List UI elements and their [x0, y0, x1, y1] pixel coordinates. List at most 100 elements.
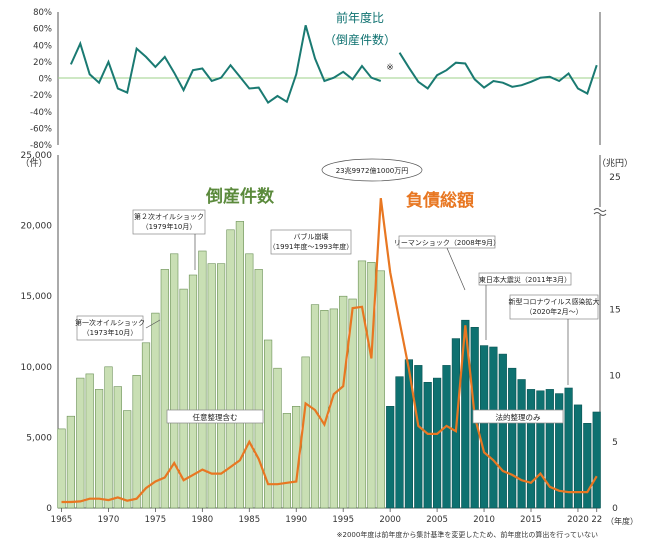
svg-text:（2020年2月～）: （2020年2月～） — [525, 307, 582, 316]
y-unit-label: （件） — [20, 157, 47, 169]
x-tick-label: 1975 — [145, 515, 167, 525]
bar-voluntary — [367, 261, 376, 509]
y-tick-label: 5,000 — [26, 433, 52, 443]
x-tick-label: 2000 — [379, 515, 401, 525]
yoy-y-tick-label: 20% — [33, 58, 52, 68]
svg-text:任意整理含む: 任意整理含む — [193, 412, 238, 422]
annotation-bubble: バブル崩壊 （1991年度～1993年度） — [269, 229, 353, 255]
bar-voluntary — [235, 221, 245, 509]
x-ticks: 1965 1970 1975 1980 1985 1990 1995 2000 2005 2010… — [51, 508, 602, 525]
bar-voluntary — [179, 288, 188, 509]
bar-voluntary — [376, 270, 385, 509]
main-y-ticks: 0 5,000 10,000 15,000 20,000 25,000 — [21, 151, 53, 514]
yoy-title: 前年度比 — [336, 10, 384, 25]
annotation-oil-shock-1: 第一次オイルショック （1973年10月） — [75, 315, 161, 341]
debt-series-line — [61, 198, 598, 504]
count-title: 倒産件数 — [205, 186, 275, 207]
bar-voluntary — [320, 309, 329, 509]
y-tick-label: 10,000 — [21, 363, 53, 373]
yoy-y-tick-label: -80% — [30, 141, 52, 151]
yoy-y-tick-label: 0% — [39, 75, 53, 85]
yoy-y-tick-label: -20% — [30, 91, 52, 101]
yoy-y-tick-label: 80% — [33, 8, 52, 18]
x-tick-label: 1995 — [332, 515, 354, 525]
bar-legal — [414, 365, 423, 509]
bar-legal — [526, 389, 536, 509]
yoy-subtitle: （倒産件数） — [324, 32, 396, 47]
annotation-voluntary: 任意整理含む — [166, 409, 264, 424]
yoy-y-tick-label: 40% — [33, 41, 52, 51]
bar-voluntary — [57, 428, 66, 509]
y2-unit-label: （兆円） — [597, 158, 633, 169]
bar-voluntary — [95, 389, 104, 509]
y-tick-label: 15,000 — [21, 292, 53, 302]
bar-voluntary — [217, 263, 226, 509]
svg-text:23兆9972億1000万円: 23兆9972億1000万円 — [336, 166, 409, 175]
yoy-footnote-mark: ※ — [386, 63, 394, 73]
bar-voluntary — [104, 366, 113, 509]
y2-tick-label: 15 — [609, 305, 620, 315]
y-tick-label: 20,000 — [21, 222, 53, 232]
bar-voluntary — [282, 413, 292, 509]
annotation-peak: 23兆9972億1000万円 — [321, 158, 423, 182]
y2-tick-label: 25 — [609, 173, 620, 183]
bars — [57, 221, 601, 509]
svg-text:リーマンショック（2008年9月）: リーマンショック（2008年9月） — [394, 238, 500, 247]
bar-voluntary — [76, 377, 85, 509]
annotation-legal: 法的整理のみ — [472, 409, 564, 424]
svg-text:（1973年10月）: （1973年10月） — [83, 328, 138, 337]
yoy-y-tick-label: -60% — [30, 124, 52, 134]
yoy-series-line — [398, 52, 598, 95]
x-axis-label: （年度） — [606, 516, 638, 526]
bar-voluntary — [85, 373, 94, 509]
bar-voluntary — [170, 253, 179, 509]
annotation-covid: 新型コロナウイルス感染拡大 （2020年2月～） — [509, 294, 600, 385]
x-tick-label: 22 — [591, 515, 602, 525]
bar-legal — [545, 389, 554, 509]
x-tick-label: 1990 — [285, 515, 307, 525]
y-tick-label: 25,000 — [21, 151, 53, 161]
debt-title: 負債総額 — [406, 190, 474, 211]
bar-voluntary — [273, 367, 282, 509]
bar-voluntary — [132, 374, 141, 509]
bar-voluntary — [348, 298, 357, 509]
footnote: ※2000年度は前年度から集計基準を変更したため、前年度比の算出を行っていない — [337, 530, 598, 539]
y-tick-label: 0 — [46, 504, 52, 514]
yoy-y-tick-label: 60% — [33, 25, 52, 35]
svg-text:（1979年10月）: （1979年10月） — [142, 222, 197, 231]
bar-legal — [461, 319, 470, 509]
bar-legal — [423, 381, 432, 509]
debt-line — [61, 198, 598, 504]
bar-voluntary — [160, 269, 169, 509]
bar-legal — [386, 405, 395, 509]
bar-voluntary — [151, 312, 160, 509]
x-tick-label: 2005 — [426, 515, 448, 525]
main-panel: （件） （兆円） （年度） 0 5,000 10,000 15,000 20,000 25… — [20, 151, 638, 539]
annotation-lehman: リーマンショック（2008年9月） — [394, 235, 500, 291]
bar-legal — [498, 353, 507, 509]
svg-text:新型コロナウイルス感染拡大: 新型コロナウイルス感染拡大 — [509, 297, 600, 306]
yoy-lines — [69, 25, 598, 105]
bar-voluntary — [113, 386, 122, 509]
bar-voluntary — [329, 308, 338, 509]
bar-voluntary — [310, 304, 320, 509]
svg-text:バブル崩壊: バブル崩壊 — [294, 232, 329, 241]
bar-legal — [432, 377, 442, 509]
x-tick-label: 1985 — [238, 515, 260, 525]
bar-legal — [592, 411, 601, 509]
bar-voluntary — [207, 263, 216, 509]
bar-legal — [489, 346, 498, 509]
bar-voluntary — [254, 269, 263, 509]
yoy-panel: 80% 60% 40% 20% 0% -20% -40% -60% -80% 前年度比 （倒産件… — [30, 8, 601, 151]
bar-voluntary — [226, 229, 235, 509]
bar-voluntary — [357, 260, 367, 509]
bar-legal — [479, 345, 489, 509]
x-tick-label: 1980 — [192, 515, 214, 525]
x-tick-label: 1970 — [98, 515, 120, 525]
svg-text:第一次オイルショック: 第一次オイルショック — [75, 318, 145, 327]
bar-legal — [442, 365, 451, 509]
svg-text:東日本大震災（2011年3月）: 東日本大震災（2011年3月） — [479, 275, 571, 284]
bar-legal — [395, 376, 404, 509]
bar-legal — [536, 390, 545, 509]
